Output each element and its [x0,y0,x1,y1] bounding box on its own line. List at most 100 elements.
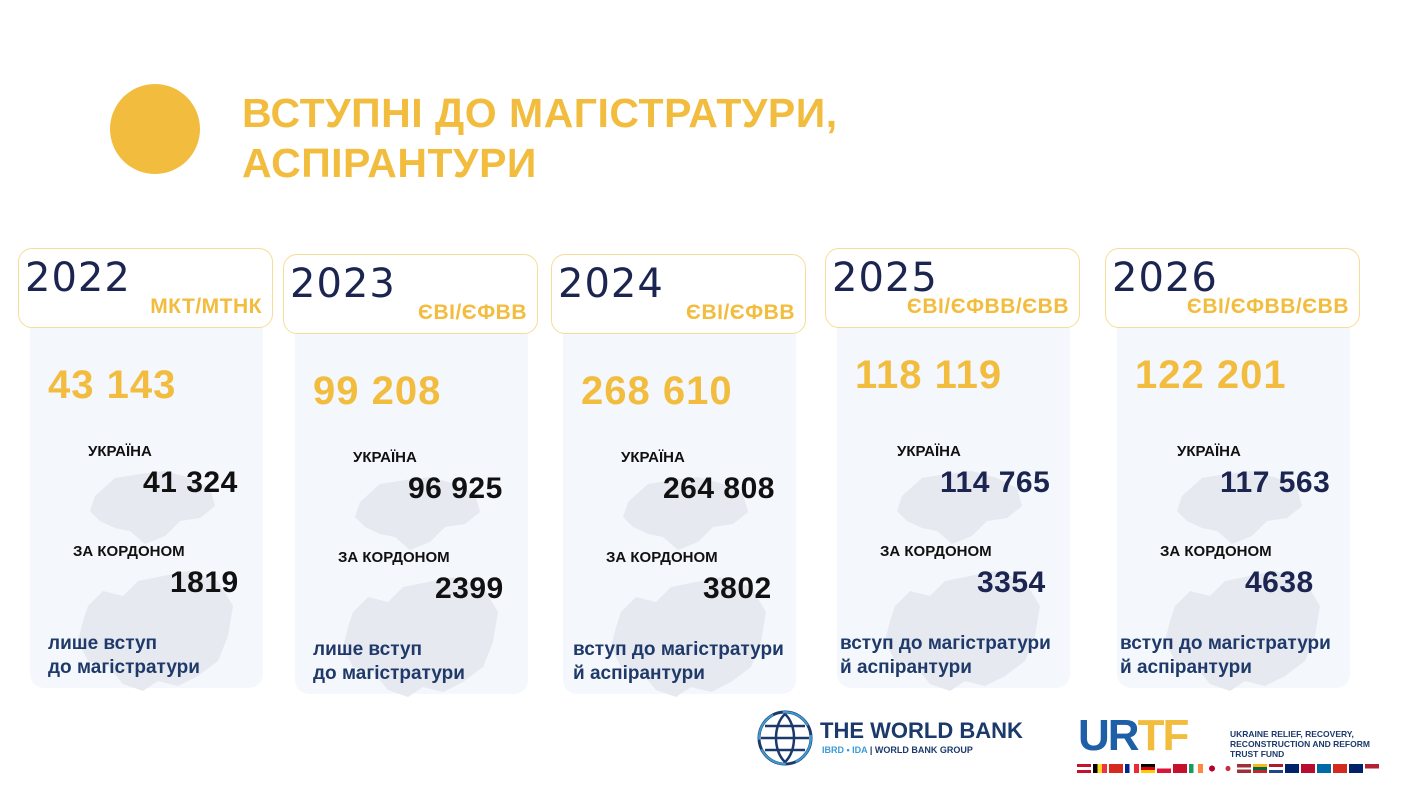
total-applicants: 268 610 [581,369,733,413]
note-line-1: лише вступ [313,639,423,660]
card-header: 2022 МКТ/МТНК [18,248,273,328]
year-label: 2025 [832,255,938,301]
page-title: ВСТУПНІ ДО МАГІСТРАТУРИ, АСПІРАНТУРИ [242,88,838,188]
flag-icon [1205,764,1219,773]
card-2022: 2022 МКТ/МТНК 43 143 УКРАЇНА 41 324 ЗА К… [18,248,273,691]
abroad-label: ЗА КОРДОНОМ [73,543,185,560]
ukraine-map-icon [90,471,215,544]
year-label: 2026 [1112,255,1218,301]
urtf-logo: URTF [1078,711,1190,760]
title-line-1: ВСТУПНІ ДО МАГІСТРАТУРИ, [242,90,838,136]
urtf-logo-tf: TF [1137,711,1190,760]
flag-icon [1093,764,1107,773]
flag-icon [1333,764,1347,773]
ukraine-value: 41 324 [143,466,238,499]
card-body [30,316,263,691]
exam-type: МКТ/МТНК [150,295,262,318]
ukraine-value: 117 563 [1220,466,1331,499]
note-line-2: до магістратури [313,663,465,684]
total-applicants: 43 143 [48,363,177,407]
ukraine-label: УКРАЇНА [621,449,685,466]
ukraine-value: 96 925 [408,472,503,505]
card-header: 2023 ЄВІ/ЄФВВ [283,254,538,334]
abroad-value: 1819 [170,566,239,599]
europe-map-icon [78,571,233,691]
flag-icon [1301,764,1315,773]
flag-icon [1317,764,1331,773]
flag-icon [1141,764,1155,773]
note-line-2: до магістратури [48,657,200,678]
card-note: вступ до магістратури й аспірантури [573,638,784,686]
flag-icon [1077,764,1091,773]
europe-map-icon [885,571,1040,691]
year-label: 2022 [25,255,131,301]
abroad-label: ЗА КОРДОНОМ [606,549,718,566]
europe-map-icon [343,577,498,697]
flag-icon [1125,764,1139,773]
flag-icon [1157,764,1171,773]
note-line-2: й аспірантури [573,663,705,684]
card-2025: 2025 ЄВІ/ЄФВВ/ЄВВ 118 119 УКРАЇНА 114 76… [825,248,1080,691]
exam-type: ЄВІ/ЄФВВ/ЄВВ [1186,295,1349,318]
note-line-2: й аспірантури [840,657,972,678]
ukraine-map-icon [1177,471,1302,544]
card-body [295,322,528,697]
note-line-1: вступ до магістратури [840,633,1051,654]
card-header: 2025 ЄВІ/ЄФВВ/ЄВВ [825,248,1080,328]
abroad-value: 4638 [1245,566,1314,599]
note-line-1: лише вступ [48,633,158,654]
card-note: лише вступ до магістратури [313,638,465,686]
card-2026: 2026 ЄВІ/ЄФВВ/ЄВВ 122 201 УКРАЇНА 117 56… [1105,248,1360,691]
urtf-description: UKRAINE RELIEF, RECOVERY, RECONSTRUCTION… [1230,729,1370,759]
ukraine-map-icon [623,477,748,550]
wb-sub-group: | WORLD BANK GROUP [867,745,973,755]
total-applicants: 99 208 [313,369,442,413]
ukraine-map-icon [897,471,1022,544]
ukraine-value: 114 765 [940,466,1051,499]
urtf-logo-ur: UR [1078,711,1140,760]
flag-icon [1269,764,1283,773]
europe-map-icon [1165,571,1320,691]
world-bank-subtitle: IBRD • IDA | WORLD BANK GROUP [822,745,973,755]
wb-sub-ibrd: IBRD • IDA [822,745,868,755]
abroad-label: ЗА КОРДОНОМ [1160,543,1272,560]
flag-icon [1189,764,1203,773]
note-line-1: вступ до магістратури [573,639,784,660]
card-header: 2024 ЄВІ/ЄФВВ [551,254,806,334]
europe-map-icon [611,577,766,697]
abroad-label: ЗА КОРДОНОМ [880,543,992,560]
abroad-label: ЗА КОРДОНОМ [338,549,450,566]
flag-icon [1253,764,1267,773]
flag-icon [1349,764,1363,773]
title-bullet-circle [110,84,200,174]
ukraine-value: 264 808 [663,472,775,505]
flag-icon [1221,764,1235,773]
flag-icon [1237,764,1251,773]
card-note: вступ до магістратури й аспірантури [1120,632,1331,680]
exam-type: ЄВІ/ЄФВВ/ЄВВ [906,295,1069,318]
donor-flags-row [1077,764,1379,773]
note-line-1: вступ до магістратури [1120,633,1331,654]
card-2024: 2024 ЄВІ/ЄФВВ 268 610 УКРАЇНА 264 808 ЗА… [551,254,806,697]
card-note: вступ до магістратури й аспірантури [840,632,1051,680]
card-2023: 2023 ЄВІ/ЄФВВ 99 208 УКРАЇНА 96 925 ЗА К… [283,254,538,697]
title-line-2: АСПІРАНТУРИ [242,140,537,186]
ukraine-map-icon [355,477,480,550]
flag-icon [1109,764,1123,773]
year-label: 2023 [290,261,396,307]
abroad-value: 2399 [435,572,504,605]
ukraine-label: УКРАЇНА [897,443,961,460]
abroad-value: 3802 [703,572,772,605]
ukraine-label: УКРАЇНА [1177,443,1241,460]
total-applicants: 118 119 [855,353,1003,397]
flag-icon [1173,764,1187,773]
abroad-value: 3354 [977,566,1046,599]
exam-type: ЄВІ/ЄФВВ [418,301,527,324]
world-bank-globe-icon [757,710,813,766]
total-applicants: 122 201 [1135,353,1287,397]
card-body [1117,316,1350,691]
ukraine-label: УКРАЇНА [88,443,152,460]
ukraine-label: УКРАЇНА [353,449,417,466]
year-label: 2024 [558,261,664,307]
flag-icon [1365,764,1379,773]
